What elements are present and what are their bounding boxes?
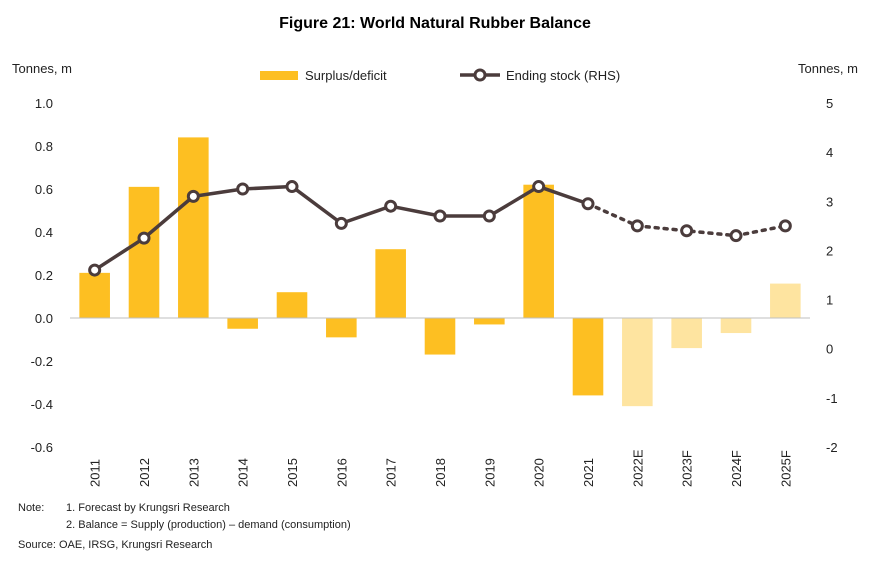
bar [622, 318, 653, 407]
category-label: 2015 [285, 458, 300, 487]
legend-label-surplus: Surplus/deficit [305, 68, 387, 83]
right-axis-ticks: 5 4 3 2 1 0 -1 -2 [826, 96, 838, 455]
note-line-2: 2. Balance = Supply (production) – deman… [66, 519, 351, 531]
category-label: 2014 [236, 458, 251, 487]
category-label: 2012 [137, 458, 152, 487]
stock-point [88, 263, 102, 277]
legend-swatch-surplus [260, 71, 298, 80]
category-label: 2020 [532, 458, 547, 487]
bar [178, 137, 209, 318]
bar [276, 292, 308, 318]
left-tick-label: 0.4 [35, 225, 53, 240]
bar [375, 249, 406, 318]
bar [424, 318, 456, 355]
category-label: 2021 [581, 458, 596, 487]
stock-point [630, 219, 644, 233]
category-label: 2018 [433, 458, 448, 487]
right-tick-label: -2 [826, 440, 838, 455]
chart-title: Figure 21: World Natural Rubber Balance [279, 15, 591, 32]
stock-point [137, 231, 151, 245]
right-axis-label: Tonnes, m [798, 61, 858, 76]
category-label: 2016 [334, 458, 349, 487]
bar [720, 318, 752, 334]
right-tick-label: 5 [826, 96, 833, 111]
line-series [88, 180, 792, 277]
legend-label-stock: Ending stock (RHS) [506, 68, 620, 83]
left-axis-ticks: 1.0 0.8 0.6 0.4 0.2 0.0 -0.2 -0.4 -0.6 [31, 96, 53, 455]
left-tick-label: -0.6 [31, 440, 53, 455]
source-line: Source: OAE, IRSG, Krungsri Research [18, 539, 213, 551]
bar [128, 186, 160, 318]
bar [79, 272, 110, 318]
stock-point [778, 219, 792, 233]
note-label: Note: [18, 502, 45, 514]
right-tick-label: 1 [826, 293, 833, 308]
right-tick-label: -1 [826, 391, 838, 406]
bar [572, 318, 604, 396]
bar [671, 318, 702, 349]
left-tick-label: 0.6 [35, 182, 53, 197]
left-tick-label: 0.8 [35, 139, 53, 154]
bar-series [79, 137, 801, 407]
left-tick-label: -0.2 [31, 354, 53, 369]
category-label: 2019 [482, 458, 497, 487]
category-label: 2017 [384, 458, 399, 487]
stock-point [384, 199, 398, 213]
stock-point [482, 209, 496, 223]
right-tick-label: 4 [826, 145, 833, 160]
stock-point [680, 224, 694, 238]
stock-point [581, 197, 595, 211]
left-tick-label: 0.0 [35, 311, 53, 326]
legend: Surplus/deficit Ending stock (RHS) [260, 68, 620, 83]
bar [326, 318, 357, 338]
bar [770, 283, 801, 318]
stock-point [433, 209, 447, 223]
left-axis-label: Tonnes, m [12, 61, 72, 76]
stock-point [532, 180, 546, 194]
right-tick-label: 0 [826, 342, 833, 357]
category-label: 2023F [680, 450, 695, 487]
category-labels: 2011 2012 2013 2014 2015 2016 2017 2018 2019 2020… [88, 449, 794, 487]
right-tick-label: 2 [826, 243, 833, 258]
note-line-1: 1. Forecast by Krungsri Research [66, 502, 230, 514]
right-tick-label: 3 [826, 194, 833, 209]
category-label: 2011 [88, 459, 103, 487]
left-tick-label: -0.4 [31, 397, 53, 412]
stock-point [285, 180, 299, 194]
left-tick-label: 1.0 [35, 96, 53, 111]
stock-point [729, 229, 743, 243]
category-label: 2022E [630, 449, 645, 487]
bar [227, 318, 258, 329]
stock-point [236, 182, 250, 196]
stock-point [186, 189, 200, 203]
left-tick-label: 0.2 [35, 268, 53, 283]
legend-swatch-stock-marker [473, 68, 487, 82]
category-label: 2024F [729, 450, 744, 487]
bar [474, 318, 505, 325]
stock-point [334, 216, 348, 230]
category-label: 2013 [186, 458, 201, 487]
bar [523, 184, 554, 318]
category-label: 2025F [778, 450, 793, 487]
chart: Figure 21: World Natural Rubber Balance … [12, 15, 858, 487]
